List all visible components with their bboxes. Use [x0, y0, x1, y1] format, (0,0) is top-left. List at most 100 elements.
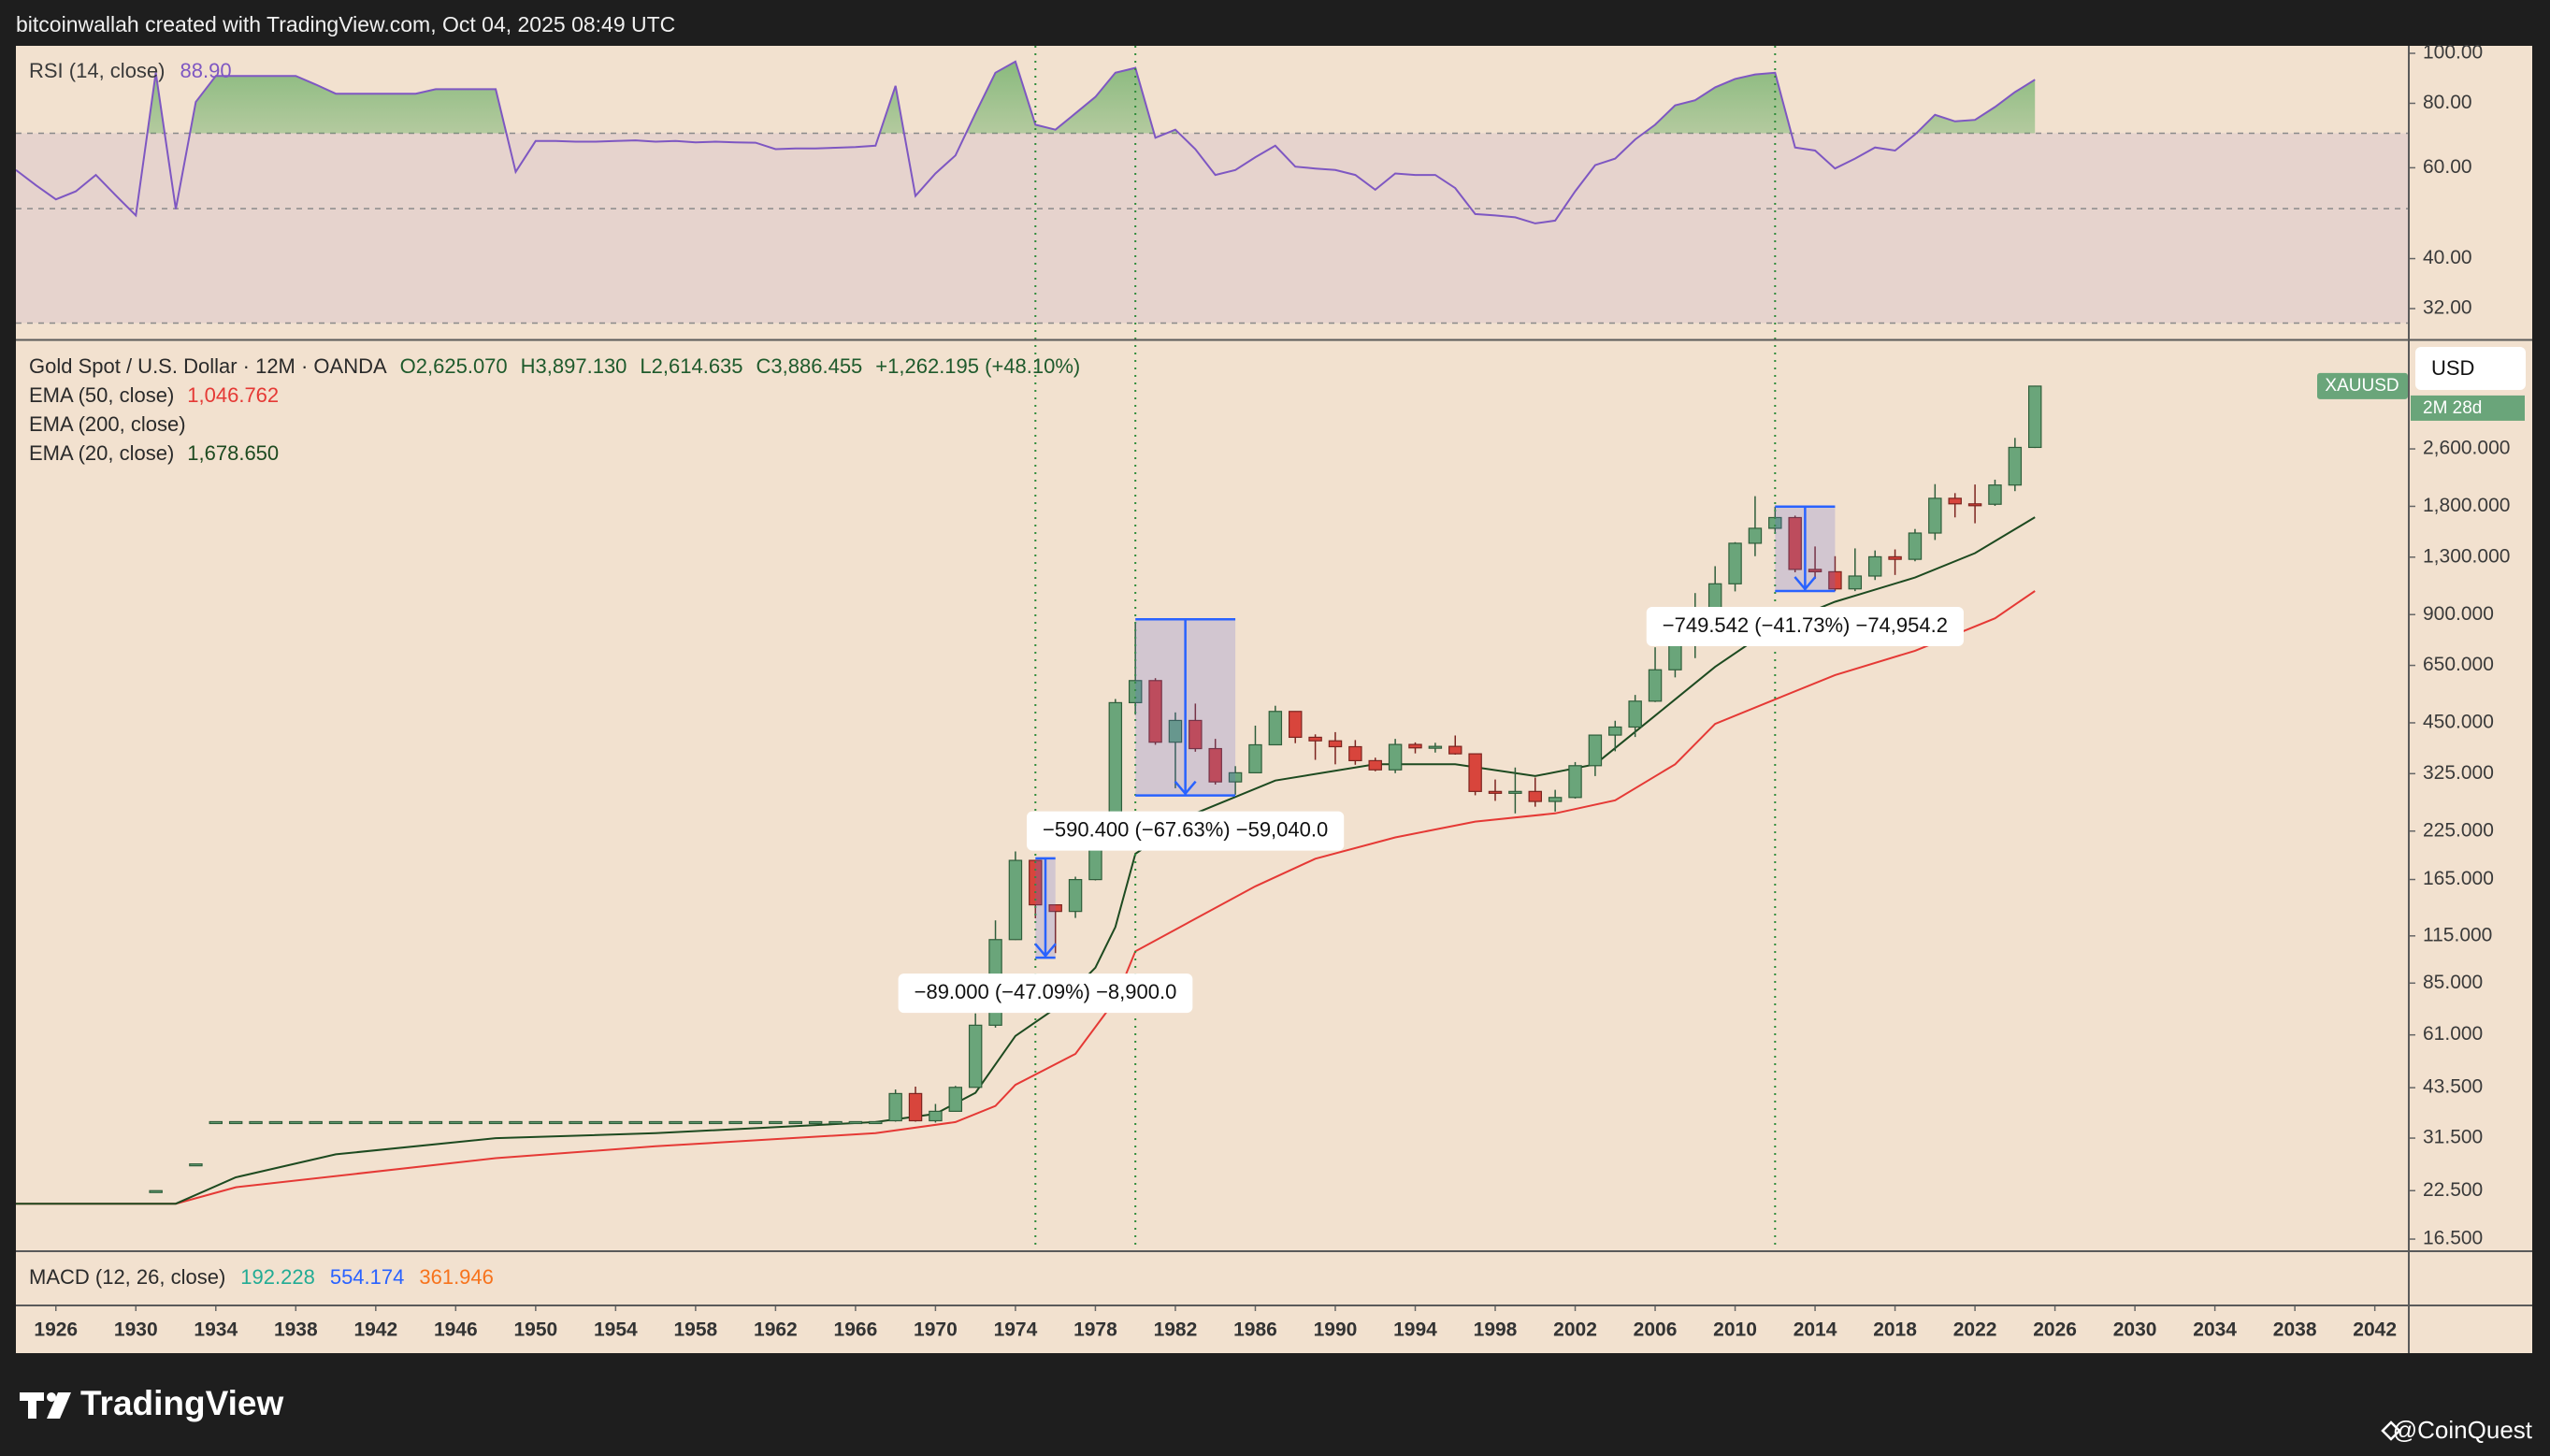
x-tick-label: 1994: [1393, 1319, 1437, 1341]
y-tick-label: 61.000: [2423, 1023, 2483, 1045]
candle-body: [2008, 446, 2023, 486]
credit-icon: [2381, 1420, 2401, 1441]
candle-body: [788, 1120, 802, 1125]
candle-body: [468, 1120, 483, 1125]
x-tick-label: 1950: [513, 1319, 557, 1341]
candle-body: [1048, 903, 1062, 913]
y-tick-label: 450.000: [2423, 712, 2494, 733]
candle-body: [1748, 527, 1763, 544]
candle-body: [149, 1189, 163, 1193]
candle-body: [1588, 734, 1603, 767]
y-tick-label: 43.500: [2423, 1076, 2483, 1098]
candle-body: [228, 1120, 243, 1125]
y-tick-label: 325.000: [2423, 762, 2494, 784]
currency-box: [2415, 347, 2526, 390]
candle-body: [528, 1120, 543, 1125]
candle-body: [409, 1120, 423, 1125]
y-tick-label: 1,800.000: [2423, 495, 2510, 516]
candle-body: [1908, 532, 1923, 560]
y-tick-label: 100.00: [2423, 42, 2483, 64]
overlay: RSI (14, close) 88.90 −89.000 (−47.09%) −8…: [29, 46, 1964, 1289]
indicator-readout: 88.90: [180, 59, 232, 82]
candle-body: [328, 1120, 343, 1125]
candle-body: [249, 1120, 263, 1125]
candle-body: [309, 1120, 323, 1125]
brand: TradingView: [80, 1384, 283, 1422]
indicator-readout: 361.946: [419, 1265, 494, 1289]
x-tick-label: 1990: [1314, 1319, 1358, 1341]
axes: 100.00 80.00 60.00 40.00 32.00 1926 1930 1934 19…: [34, 42, 2525, 1341]
y-tick-label: 16.500: [2423, 1228, 2483, 1249]
x-tick-label: 2010: [1713, 1319, 1757, 1341]
measure-label: −89.000 (−47.09%) −8,900.0: [915, 980, 1177, 1003]
candle-body: [848, 1120, 863, 1125]
candle-body: [948, 1087, 963, 1112]
candle-body: [1128, 680, 1143, 704]
ohlc-readout: +1,262.195 (+48.10%): [875, 354, 1080, 378]
candle-body: [1248, 743, 1262, 773]
rsi-band: [16, 133, 2409, 324]
candle-body: [908, 1092, 923, 1122]
y-tick-label: 40.00: [2423, 247, 2472, 268]
x-tick-label: 2038: [2273, 1319, 2317, 1341]
y-tick-label: 650.000: [2423, 654, 2494, 675]
symbol-tag-label: XAUUSD: [2325, 376, 2399, 396]
measure-label: −749.542 (−41.73%) −74,954.2: [1663, 613, 1948, 637]
candle-body: [808, 1120, 823, 1125]
logo-part: [28, 1392, 36, 1419]
logo-part: [47, 1392, 56, 1402]
y-tick-label: 80.00: [2423, 92, 2472, 113]
candle-body: [1628, 700, 1642, 728]
x-tick-label: 2018: [1873, 1319, 1917, 1341]
candle-body: [509, 1120, 523, 1125]
ohlc-readout: L2,614.635: [640, 354, 742, 378]
candle-body: [1528, 790, 1542, 802]
candle-body: [388, 1120, 403, 1125]
candle-body: [1568, 765, 1582, 799]
measure-label: −590.400 (−67.63%) −59,040.0: [1043, 817, 1328, 841]
legend-entry: EMA (50, close): [29, 383, 174, 407]
candle-body: [1488, 790, 1503, 794]
x-tick-label: 2014: [1794, 1319, 1837, 1341]
x-tick-label: 1930: [114, 1319, 158, 1341]
candle-body: [1348, 745, 1362, 762]
x-tick-label: 1966: [834, 1319, 878, 1341]
candle-body: [209, 1120, 223, 1125]
candle-body: [628, 1120, 642, 1125]
candle-body: [1448, 745, 1462, 755]
x-tick-label: 1946: [434, 1319, 478, 1341]
candle-body: [1988, 484, 2002, 505]
x-tick-label: 1954: [594, 1319, 638, 1341]
price-pane: [16, 385, 2042, 1205]
tradingview-logo: [20, 1392, 71, 1419]
y-tick-label: 32.00: [2423, 297, 2472, 319]
x-tick-label: 1962: [754, 1319, 798, 1341]
measure-arrowhead: [1034, 943, 1057, 959]
candle-body: [888, 1092, 902, 1122]
candle-body: [428, 1120, 443, 1125]
candle-body: [1029, 859, 1043, 906]
candle-body: [1189, 719, 1203, 750]
symbol-tag: [2317, 372, 2408, 399]
x-tick-label: 2006: [1634, 1319, 1678, 1341]
candle-body: [1228, 771, 1243, 783]
measure-arrowhead: [1174, 780, 1197, 796]
logo-part: [47, 1392, 71, 1419]
rsi-pane: [16, 60, 2409, 324]
countdown-label: 2M 28d: [2423, 398, 2482, 418]
y-tick-label: 22.500: [2423, 1179, 2483, 1201]
x-tick-label: 1998: [1474, 1319, 1518, 1341]
y-tick-label: 900.000: [2423, 603, 2494, 625]
measure-label-box: [1646, 606, 1964, 646]
x-tick-label: 2034: [2193, 1319, 2237, 1341]
indicator-title: RSI (14, close): [29, 59, 166, 82]
symbol-title: Gold Spot / U.S. Dollar · 12M · OANDA: [29, 354, 387, 378]
x-tick-label: 1934: [194, 1319, 238, 1341]
candle-body: [349, 1120, 363, 1125]
candle-body: [449, 1120, 463, 1125]
currency: USD: [2431, 356, 2474, 380]
candle-body: [1548, 797, 1563, 802]
measure-label-box: [1027, 811, 1345, 851]
ohlc-readout: C3,886.455: [756, 354, 863, 378]
